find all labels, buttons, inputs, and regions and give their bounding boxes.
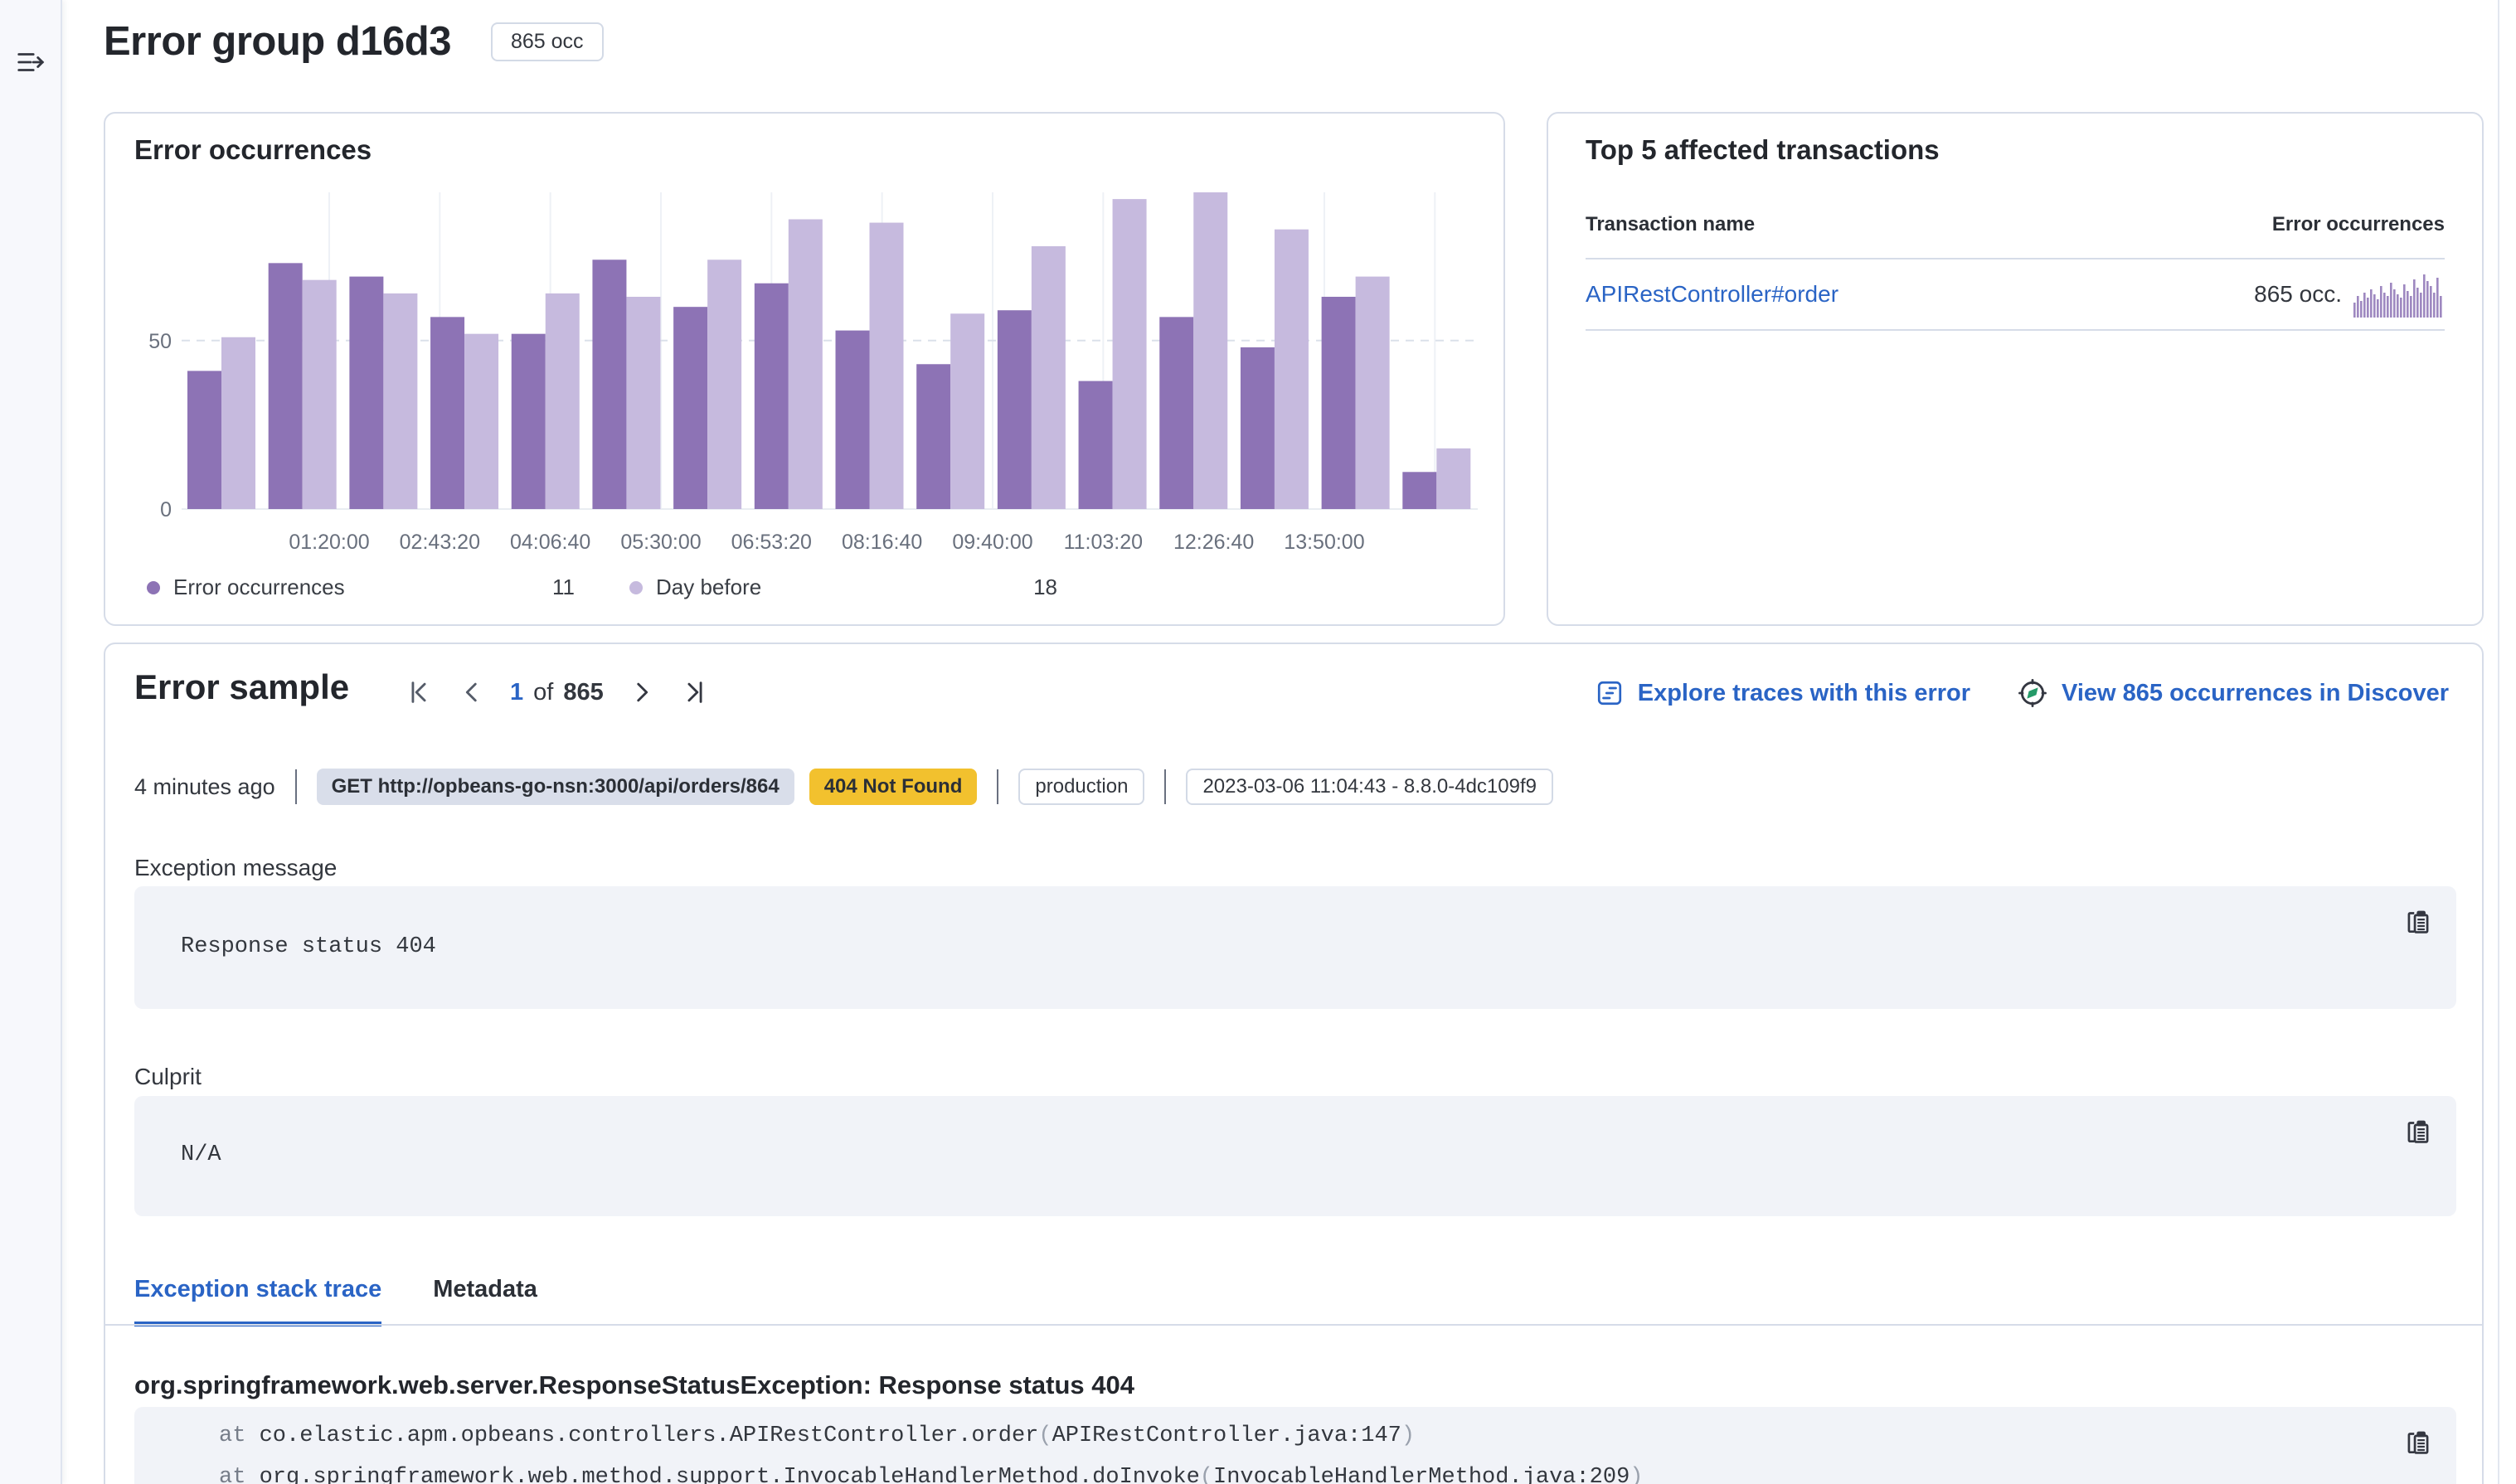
last-page-button[interactable]: [680, 677, 710, 707]
svg-text:06:53:20: 06:53:20: [731, 531, 812, 554]
chart-title: Error occurrences: [134, 134, 372, 165]
explore-traces-button[interactable]: Explore traces with this error: [1595, 678, 1970, 708]
chevron-right-icon: [637, 682, 648, 702]
environment-badge: production: [1018, 769, 1145, 805]
error-occurrences-panel: Error occurrences 50 0 01:20:00 02:43:20 04:…: [104, 112, 1505, 626]
svg-text:05:30:00: 05:30:00: [620, 531, 701, 554]
version-timestamp-badge: 2023-03-06 11:04:43 - 8.8.0-4dc109f9: [1186, 769, 1553, 805]
legend-value: 18: [1033, 575, 1057, 599]
legend-item-error-occurrences[interactable]: Error occurrences 11: [147, 575, 575, 600]
svg-text:08:16:40: 08:16:40: [842, 531, 922, 554]
divider: [997, 769, 999, 804]
tabs-divider: [105, 1324, 2482, 1326]
copy-clipboard-icon: [2407, 1431, 2429, 1454]
legend-dot-error-occurrences: [147, 580, 160, 594]
occurrences-sparkline: [2353, 274, 2442, 318]
sample-pagination: 1 of 865: [404, 677, 710, 707]
total-pages: 865: [563, 678, 604, 706]
transaction-occurrence-count: 865 occ.: [2254, 281, 2342, 307]
stack-frames: at co.elastic.apm.opbeans.controllers.AP…: [134, 1415, 2456, 1484]
of-label: of: [533, 678, 554, 706]
view-in-discover-button[interactable]: View 865 occurrences in Discover: [2017, 677, 2449, 709]
chevron-left-icon: [465, 682, 477, 702]
copy-clipboard-icon: [2407, 1120, 2429, 1143]
last-page-icon: [687, 681, 702, 703]
legend-item-day-before[interactable]: Day before 18: [629, 575, 1057, 600]
error-sample-panel: Error sample 1 of 865: [104, 643, 2484, 1484]
transactions-panel-title: Top 5 affected transactions: [1586, 134, 1940, 165]
tab-exception-stack-trace[interactable]: Exception stack trace: [134, 1276, 382, 1326]
error-sample-actions: Explore traces with this error View 865 …: [1595, 677, 2449, 709]
sample-tabs: Exception stack trace Metadata: [134, 1276, 537, 1326]
copy-clipboard-icon: [2407, 910, 2429, 934]
error-occurrences-chart: 50 0 01:20:00 02:43:20 04:06:40 05:30:00 06:53…: [148, 192, 1478, 554]
legend-dot-day-before: [629, 580, 643, 594]
legend-label: Error occurrences: [173, 575, 345, 599]
page-indicator: 1 of 865: [510, 679, 604, 706]
transaction-row: APIRestController#order 865 occ.: [1586, 259, 2445, 331]
menu-right-icon: [17, 53, 45, 71]
svg-text:09:40:00: 09:40:00: [952, 531, 1032, 554]
divider: [1164, 769, 1167, 804]
http-status-badge: 404 Not Found: [809, 769, 978, 805]
view-in-discover-label: View 865 occurrences in Discover: [2062, 679, 2449, 706]
chart-legend: Error occurrences 11 Day before 18: [147, 575, 1057, 600]
page-title: Error group d16d3: [104, 19, 451, 64]
legend-label: Day before: [656, 575, 762, 599]
trace-explorer-icon: [1597, 681, 1621, 706]
svg-text:01:20:00: 01:20:00: [289, 531, 369, 554]
error-sample-title: Error sample: [134, 667, 350, 706]
first-page-button[interactable]: [404, 677, 434, 707]
request-method-badge: GET http://opbeans-go-nsn:3000/api/order…: [316, 769, 794, 805]
column-transaction-name: Transaction name: [1586, 213, 1756, 235]
affected-transactions-panel: Top 5 affected transactions Transaction …: [1547, 112, 2484, 626]
column-error-occurrences: Error occurrences: [2271, 213, 2445, 235]
culprit-label: Culprit: [134, 1064, 202, 1089]
expand-menu-button[interactable]: [13, 45, 48, 80]
discover-compass-icon: [2018, 679, 2047, 707]
current-page: 1: [510, 678, 524, 706]
occurrence-count-badge: 865 occ: [490, 22, 604, 61]
divider: [294, 769, 297, 804]
svg-text:12:26:40: 12:26:40: [1173, 531, 1254, 554]
sample-timestamp-relative: 4 minutes ago: [134, 774, 275, 799]
scrollbar-track[interactable]: [2498, 0, 2499, 1484]
transactions-table-header: Transaction name Error occurrences: [1586, 213, 2445, 259]
culprit-box: N/A: [134, 1096, 2456, 1216]
copy-culprit-button[interactable]: [2402, 1114, 2435, 1147]
svg-text:11:03:20: 11:03:20: [1064, 531, 1143, 554]
previous-page-button[interactable]: [457, 677, 487, 707]
transaction-link[interactable]: APIRestController#order: [1586, 281, 1839, 307]
tab-metadata[interactable]: Metadata: [433, 1276, 537, 1302]
svg-text:04:06:40: 04:06:40: [510, 531, 590, 554]
exception-message-box: Response status 404: [134, 886, 2456, 1009]
copy-stack-trace-button[interactable]: [2402, 1425, 2435, 1458]
exception-message-label: Exception message: [134, 855, 338, 880]
svg-text:50: 50: [148, 330, 172, 353]
copy-exception-message-button[interactable]: [2402, 904, 2435, 938]
sample-meta-row: 4 minutes ago GET http://opbeans-go-nsn:…: [134, 769, 1553, 805]
explore-traces-label: Explore traces with this error: [1637, 679, 1971, 706]
first-page-icon: [411, 681, 426, 703]
page-header: Error group d16d3 865 occ: [104, 18, 604, 65]
next-page-button[interactable]: [627, 677, 657, 707]
culprit-value: N/A: [181, 1142, 221, 1167]
exception-message-value: Response status 404: [181, 934, 436, 959]
svg-text:13:50:00: 13:50:00: [1284, 531, 1364, 554]
exception-heading: org.springframework.web.server.ResponseS…: [134, 1370, 1134, 1399]
legend-value: 11: [552, 575, 575, 599]
svg-text:02:43:20: 02:43:20: [400, 531, 480, 554]
collapsed-sidebar: [0, 0, 62, 1484]
stack-frame: at co.elastic.apm.opbeans.controllers.AP…: [219, 1423, 1416, 1448]
stack-trace-box: at co.elastic.apm.opbeans.controllers.AP…: [134, 1407, 2456, 1484]
stack-frame: at org.springframework.web.method.suppor…: [219, 1465, 1644, 1484]
svg-text:0: 0: [160, 498, 172, 521]
